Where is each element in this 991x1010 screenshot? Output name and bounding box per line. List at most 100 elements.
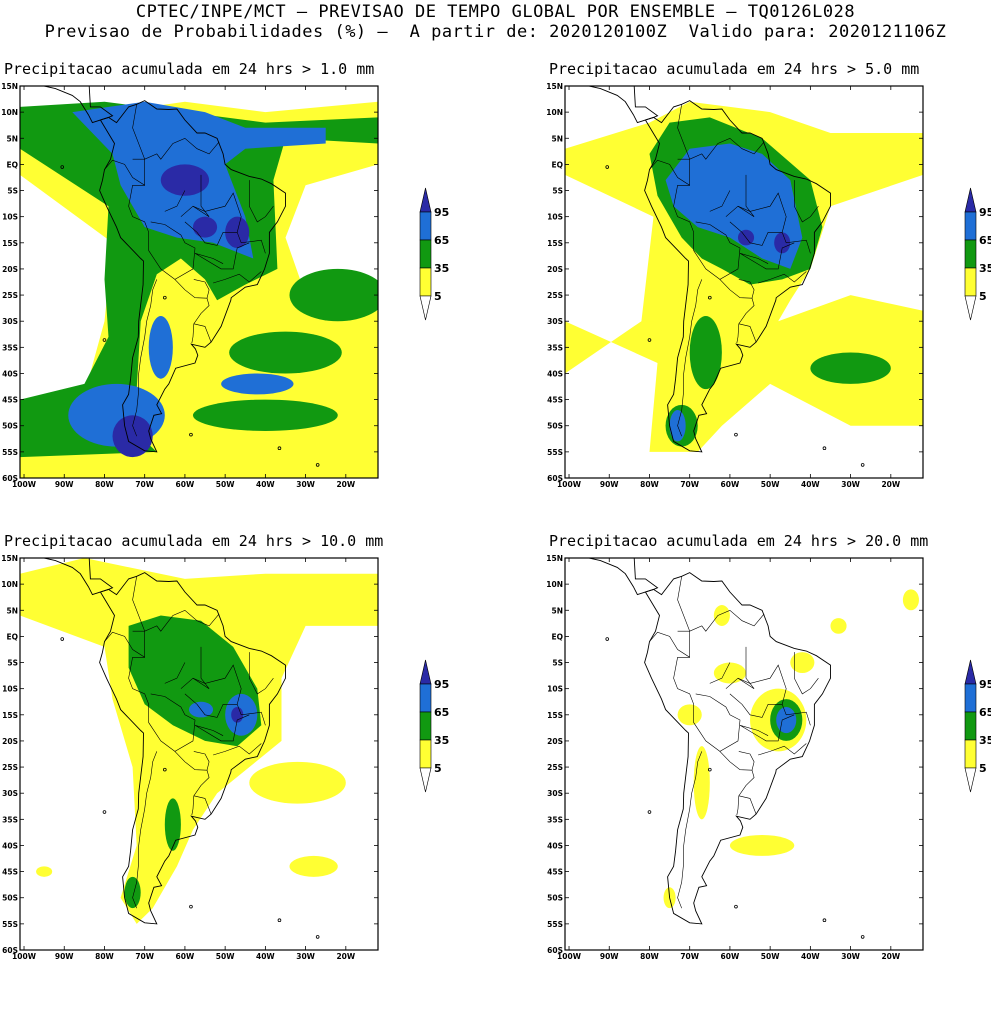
map-panel-1mm: Precipitacao acumulada em 24 hrs > 1.0 m… — [0, 60, 495, 538]
south-america-coastline — [99, 572, 286, 925]
country-border — [213, 271, 262, 284]
map-frame — [19, 85, 379, 479]
lat-label: 30S — [547, 789, 563, 798]
colorbar-top-arrow — [419, 187, 432, 213]
lon-label: 100W — [12, 480, 37, 489]
country-border — [739, 242, 795, 270]
lat-label: 35S — [547, 815, 563, 824]
lon-label: 20W — [881, 480, 900, 489]
country-border — [739, 714, 795, 742]
colorbar-top-arrow — [964, 659, 977, 685]
country-border — [738, 279, 755, 299]
country-border — [758, 743, 807, 756]
colorbar-label: 35 — [434, 262, 449, 275]
lon-label: 90W — [600, 480, 619, 489]
lat-label: 15N — [1, 82, 18, 91]
colorbar-label: 95 — [979, 678, 991, 691]
country-border — [193, 751, 210, 771]
probability-field — [20, 558, 378, 939]
map-panel-5mm: Precipitacao acumulada em 24 hrs > 5.0 m… — [545, 60, 991, 538]
map-frame — [564, 557, 924, 951]
country-border — [725, 192, 787, 246]
lon-label: 20W — [336, 480, 355, 489]
prob-area — [148, 315, 173, 379]
country-border — [128, 185, 196, 280]
colorbar-segment — [964, 711, 977, 741]
prob-area — [713, 605, 730, 626]
panel-title: Precipitacao acumulada em 24 hrs > 1.0 m… — [4, 60, 375, 78]
country-border — [677, 137, 765, 160]
lat-label: 15S — [547, 239, 563, 248]
country-border — [673, 657, 741, 752]
country-border — [174, 279, 210, 344]
prob-area — [164, 798, 181, 851]
prob-area — [124, 876, 141, 909]
colorbar-segment — [419, 711, 432, 741]
colorbar-segment — [419, 239, 432, 269]
country-border — [193, 323, 212, 343]
lat-label: 5N — [7, 606, 19, 615]
lat-label: 5N — [552, 134, 564, 143]
country-border — [164, 190, 186, 212]
lat-label: 50S — [547, 894, 563, 903]
island — [60, 165, 65, 169]
lat-label: 50S — [2, 894, 18, 903]
country-border — [719, 279, 755, 344]
prob-area — [729, 835, 795, 856]
prob-area — [221, 373, 294, 395]
country-border — [794, 180, 819, 223]
country-border — [725, 664, 787, 718]
lat-label: 55S — [2, 448, 18, 457]
prob-area — [289, 855, 338, 877]
lat-label: 15S — [2, 239, 18, 248]
country-border — [128, 657, 196, 752]
lat-label: 20S — [547, 265, 563, 274]
colorbar-legend: 95 65 35 5 — [419, 659, 449, 793]
island — [860, 463, 865, 467]
island — [277, 918, 282, 923]
colorbar-bottom-arrow — [419, 295, 432, 321]
lat-label: 10S — [2, 213, 18, 222]
colorbar-bottom-arrow — [964, 767, 977, 793]
island — [605, 165, 610, 169]
country-border — [673, 185, 741, 280]
central-america-coastline — [20, 558, 114, 596]
lat-label: 50S — [547, 422, 563, 431]
lat-label: 15N — [1, 554, 18, 563]
lat-label: 10N — [546, 580, 563, 589]
country-border — [132, 609, 220, 632]
island — [102, 338, 107, 342]
country-border — [719, 751, 755, 816]
colorbar-segment — [419, 267, 432, 297]
prob-area — [689, 315, 722, 390]
lat-label: 60S — [547, 474, 563, 483]
country-border — [737, 646, 755, 689]
lat-label: 40S — [547, 369, 563, 378]
colorbar-label: 5 — [434, 762, 442, 775]
colorbar-segment — [419, 739, 432, 769]
prob-area — [830, 618, 847, 634]
colorbar-label: 5 — [979, 290, 987, 303]
country-border — [104, 576, 145, 658]
colorbar-bottom-arrow — [964, 295, 977, 321]
country-border — [174, 751, 210, 816]
map-frame — [564, 85, 924, 479]
country-border — [709, 190, 731, 212]
country-border — [738, 323, 757, 343]
country-border — [677, 279, 703, 437]
prob-area — [289, 268, 378, 322]
lon-label: 80W — [95, 480, 114, 489]
lon-label: 40W — [801, 480, 820, 489]
island — [605, 637, 610, 641]
colorbar-label: 65 — [979, 706, 991, 719]
central-america-coastline — [20, 86, 114, 124]
panel-title: Precipitacao acumulada em 24 hrs > 10.0 … — [4, 532, 384, 550]
lon-label: 70W — [680, 480, 699, 489]
island — [708, 767, 712, 772]
island — [315, 935, 320, 939]
country-border — [180, 664, 242, 718]
prob-area — [902, 589, 919, 611]
prob-area — [249, 761, 346, 804]
colorbar-segment — [964, 739, 977, 769]
lon-label: 90W — [55, 480, 74, 489]
